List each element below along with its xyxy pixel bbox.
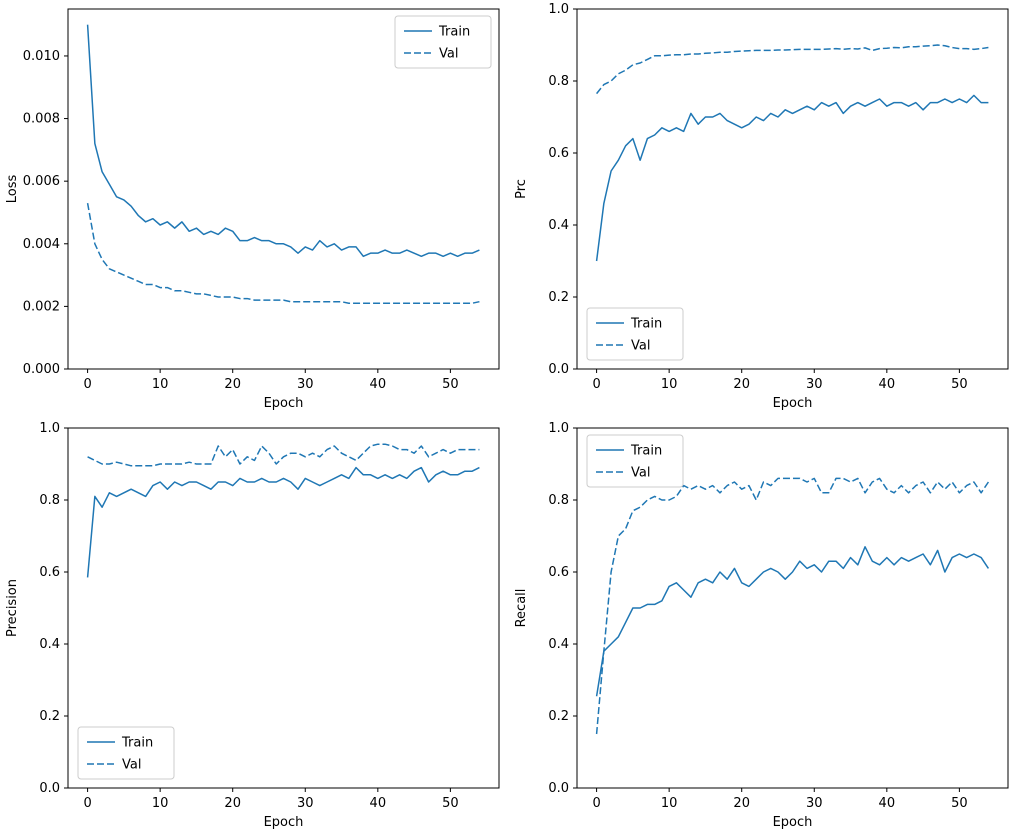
plot-border [576,427,1009,789]
series-line-train [595,546,990,697]
plot-border [67,8,500,370]
series-line-val [595,477,990,735]
y-tick-label: 0.0 [39,781,60,796]
legend-box [586,434,684,488]
y-tick-label: 0.8 [39,493,60,508]
x-tick-label: 20 [733,377,750,392]
x-tick-label: 10 [661,377,678,392]
x-tick-label: 40 [879,377,896,392]
legend-label-val: Val [631,339,650,354]
y-tick-label: 0.6 [548,565,569,580]
x-tick-label: 20 [224,377,241,392]
x-axis-label: Epoch [773,396,813,411]
y-tick-label: 0.4 [548,637,569,652]
y-tick-label: 0.6 [39,565,60,580]
legend-label-train: Train [438,25,470,40]
legend-label-train: Train [630,444,662,459]
x-tick-label: 20 [224,796,241,811]
x-tick-label: 50 [442,796,459,811]
legend-box [586,307,684,361]
y-tick-label: 0.6 [548,146,569,161]
recall-chart: 0 10 20 30 40 50 0.0 0.2 0.4 0.6 0.8 1.0 Epoch Recall… [514,421,1009,830]
loss-chart: 0 10 20 30 40 50 0.000 0.002 0.004 0.006 0.008 0.01… [5,8,500,411]
series-line-train [86,466,480,578]
x-tick-label: 0 [592,377,600,392]
x-tick-label: 0 [83,377,91,392]
x-tick-label: 30 [297,796,314,811]
prc-chart: 0 10 20 30 40 50 0.0 0.2 0.4 0.6 0.8 1.0 Epoch Prc Tra… [514,2,1009,411]
y-tick-label: 0.2 [548,290,569,305]
y-tick-label: 0.010 [23,49,60,64]
series-line-val [87,443,480,467]
y-axis-label: Precision [5,579,20,637]
x-tick-label: 40 [879,796,896,811]
y-tick-label: 0.8 [548,493,569,508]
precision-chart: 0 10 20 30 40 50 0.0 0.2 0.4 0.6 0.8 1.0 Epoch Precis… [5,421,500,830]
x-tick-label: 50 [442,377,459,392]
x-tick-label: 40 [370,377,387,392]
x-tick-label: 30 [806,796,823,811]
plot-border [576,8,1009,370]
x-tick-label: 10 [152,796,169,811]
y-tick-label: 0.4 [548,218,569,233]
y-tick-label: 0.2 [39,709,60,724]
x-tick-label: 10 [152,377,169,392]
y-axis-label: Loss [5,175,20,204]
y-tick-label: 0.4 [39,637,60,652]
y-axis-label: Recall [514,589,529,628]
y-tick-label: 0.004 [23,237,60,252]
y-tick-label: 1.0 [39,421,60,436]
series-line-train [86,24,480,258]
x-tick-label: 30 [806,377,823,392]
y-tick-label: 1.0 [548,2,569,17]
y-axis-label: Prc [514,179,529,199]
legend-label-val: Val [631,466,650,481]
x-tick-label: 30 [297,377,314,392]
y-tick-label: 0.2 [548,709,569,724]
x-axis-label: Epoch [264,396,304,411]
legend-label-val: Val [439,47,458,62]
series-line-val [596,44,989,95]
x-axis-label: Epoch [264,815,304,830]
series-line-val [86,202,480,305]
y-tick-label: 0.0 [548,362,569,377]
legend-box [77,726,175,780]
y-tick-label: 1.0 [548,421,569,436]
x-tick-label: 0 [83,796,91,811]
y-tick-label: 0.000 [23,362,60,377]
x-tick-label: 10 [661,796,678,811]
x-tick-label: 50 [951,796,968,811]
y-tick-label: 0.006 [23,174,60,189]
x-tick-label: 50 [951,377,968,392]
x-tick-label: 40 [370,796,387,811]
plot-border [67,427,500,789]
legend-label-train: Train [121,736,153,751]
x-axis-label: Epoch [773,815,813,830]
x-tick-label: 20 [733,796,750,811]
legend-label-train: Train [630,317,662,332]
x-tick-label: 0 [592,796,600,811]
legend-label-val: Val [122,758,141,773]
y-tick-label: 0.002 [23,299,60,314]
y-tick-label: 0.008 [23,112,60,127]
series-line-train [595,94,989,262]
y-tick-label: 0.0 [548,781,569,796]
legend-box [394,15,492,69]
y-tick-label: 0.8 [548,74,569,89]
